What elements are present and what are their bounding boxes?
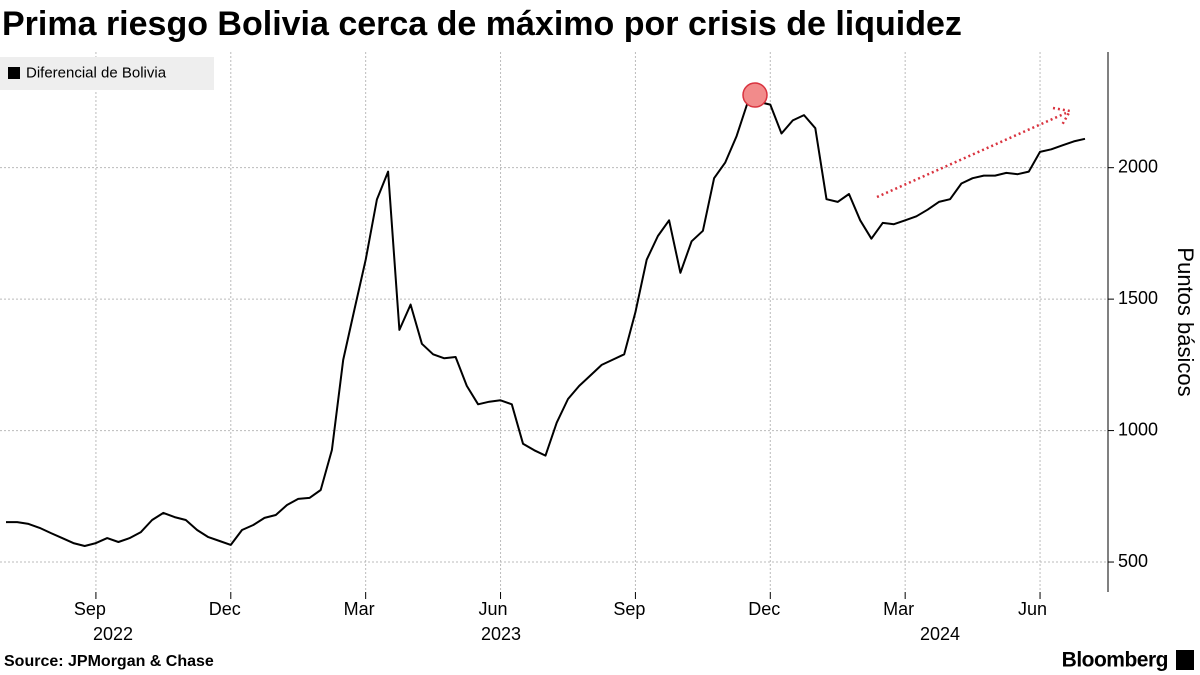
source: Source: JPMorgan & Chase <box>4 653 214 670</box>
x-group-label: 2023 <box>481 624 521 644</box>
x-tick-label: Jun <box>1018 599 1047 619</box>
x-tick-label: Dec <box>748 599 780 619</box>
brand: Bloomberg <box>1062 649 1168 672</box>
y-tick-label: 2000 <box>1118 156 1158 176</box>
x-tick-label: Jun <box>479 599 508 619</box>
legend-label: Diferencial de Bolivia <box>26 64 167 81</box>
trend-arrowhead <box>1052 106 1072 126</box>
y-tick-label: 500 <box>1118 551 1148 571</box>
y-tick-label: 1500 <box>1118 288 1158 308</box>
x-group-label: 2022 <box>93 624 133 644</box>
x-tick-label: Mar <box>883 599 914 619</box>
legend-box <box>0 57 214 90</box>
x-tick-label: Dec <box>209 599 241 619</box>
series-line <box>6 101 1086 547</box>
chart-title: Prima riesgo Bolivia cerca de máximo por… <box>2 5 962 43</box>
x-group-label: 2024 <box>920 624 960 644</box>
x-tick-label: Sep <box>613 599 645 619</box>
y-axis-label: Puntos básicos <box>1173 247 1198 396</box>
peak-highlight <box>742 82 768 108</box>
x-tick-label: Sep <box>74 599 106 619</box>
brand-icon <box>1176 650 1194 670</box>
x-tick-label: Mar <box>344 599 375 619</box>
y-tick-label: 1000 <box>1118 419 1158 439</box>
legend: Diferencial de Bolivia <box>0 57 214 90</box>
legend-swatch <box>8 67 20 79</box>
